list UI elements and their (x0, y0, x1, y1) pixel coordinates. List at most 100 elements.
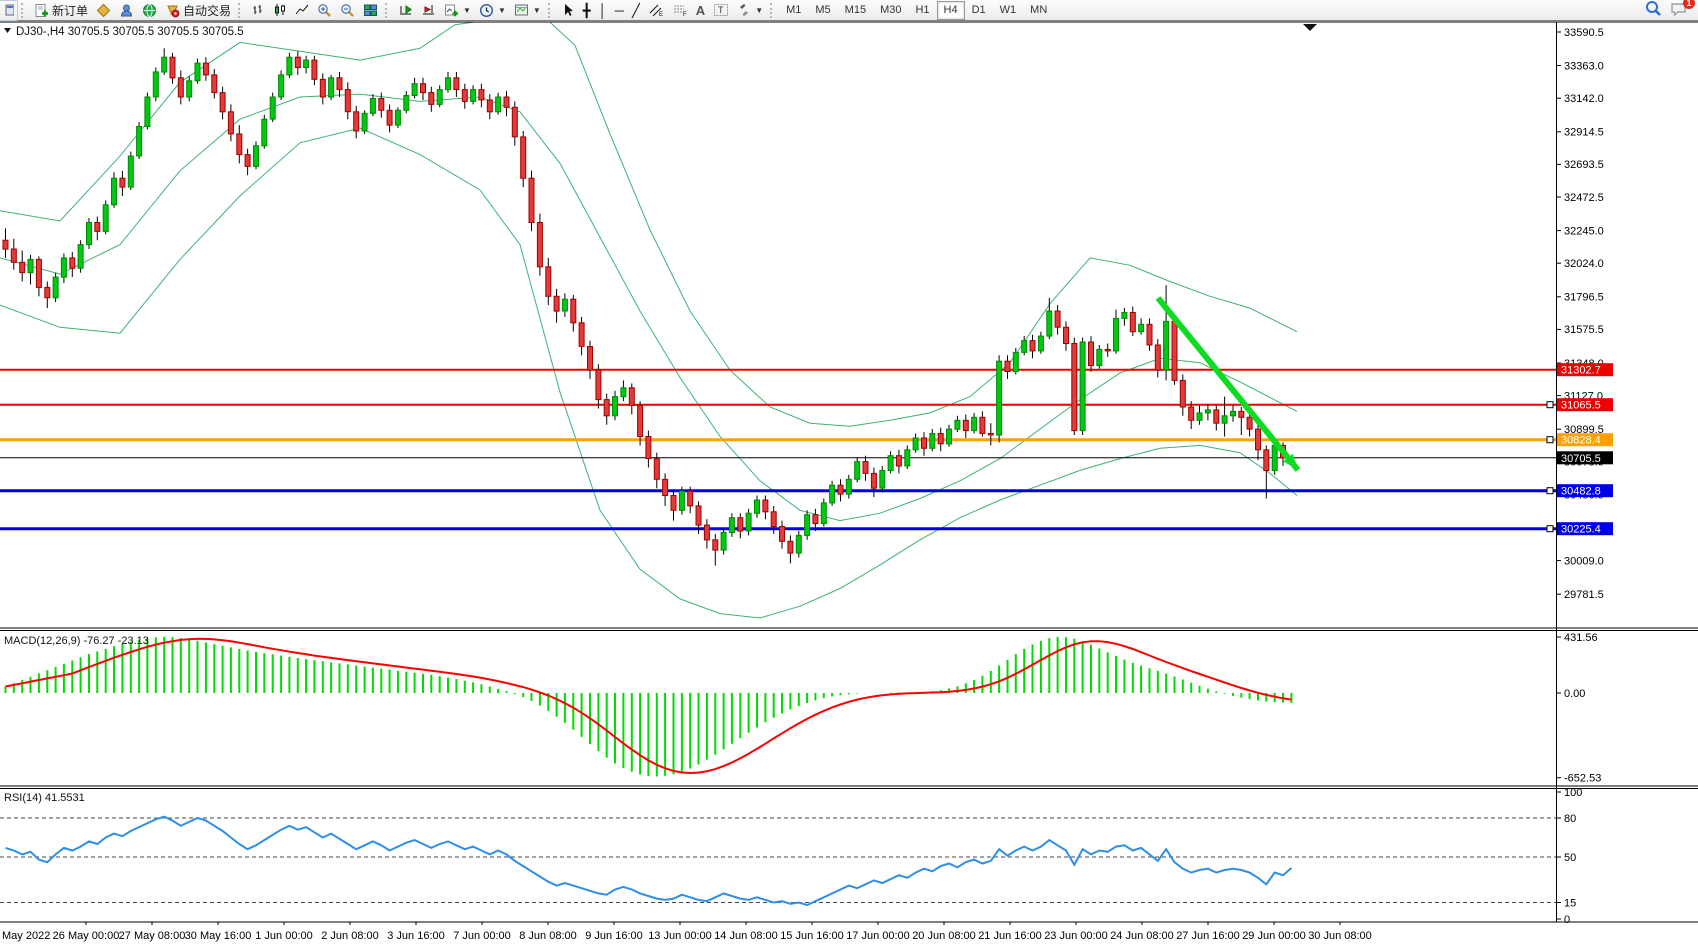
line-chart-mode-button[interactable] (291, 0, 313, 21)
chart-shift-button[interactable] (417, 0, 440, 21)
candle-bullish (361, 112, 368, 132)
candle-bearish (1104, 348, 1111, 352)
line-chart-icon (295, 4, 309, 15)
market-watch-button[interactable] (138, 0, 161, 21)
arrows-tool-button[interactable]: ▼ (733, 0, 767, 21)
crosshair-tool-button[interactable]: ╋ (579, 0, 595, 21)
candle-bearish (294, 56, 301, 69)
candle-bearish (1171, 320, 1178, 381)
level-price-box-label: 31302.7 (1561, 365, 1601, 377)
auto-trading-label: 自动交易 (183, 3, 232, 18)
fibonacci-icon: F (673, 5, 687, 17)
candle-bearish (211, 74, 218, 94)
rsi-indicator-label: RSI(14) 41.5531 (4, 792, 85, 804)
date-label: 30 May 16:00 (185, 930, 252, 942)
timeframe-w1[interactable]: W1 (999, 4, 1017, 16)
price-tick-label: 32245.0 (1564, 225, 1604, 237)
timeframe-h4[interactable]: H4 (936, 0, 965, 20)
add-indicator-button[interactable]: ▼ (440, 0, 475, 21)
candle-bullish (1121, 312, 1128, 319)
level-price-box (1557, 451, 1613, 465)
price-level-lines[interactable] (0, 368, 1556, 531)
periods-button[interactable]: ▼ (475, 0, 510, 21)
tile-windows-button[interactable] (359, 0, 382, 21)
trendline-tool-button[interactable]: ╱ (628, 0, 644, 21)
bar-chart-mode-button[interactable] (247, 0, 269, 21)
rsi-line (5, 815, 1293, 907)
price-tick-label: 32693.5 (1564, 159, 1604, 171)
chart-shift-marker-icon[interactable] (1303, 24, 1317, 31)
zoom-out-button[interactable] (336, 0, 359, 21)
candle-bearish (461, 89, 468, 102)
candle-bearish (1154, 344, 1161, 371)
date-label: 23 Jun 00:00 (1044, 930, 1108, 942)
candle-bullish (795, 534, 802, 554)
candle-bullish (728, 517, 735, 534)
macd-panel (4, 636, 1293, 777)
level-price-box (1557, 522, 1613, 536)
auto-trading-button[interactable]: 自动交易 (161, 0, 235, 21)
zoom-in-button[interactable] (313, 0, 336, 21)
trend-arrow-line[interactable] (1155, 296, 1301, 472)
candle-bearish (35, 258, 42, 288)
candle-bearish (979, 416, 986, 434)
candle-bearish (219, 92, 226, 113)
time-axis[interactable]: May 2022 26 May 00:00 27 May 08:00 30 May 1… (2, 922, 1372, 942)
indicator-list-button[interactable] (92, 0, 115, 21)
search-button[interactable] (1645, 0, 1662, 20)
candle-bearish (453, 77, 460, 91)
level-handle[interactable] (1546, 525, 1554, 533)
candle-bullish (127, 155, 134, 188)
symbol-dropdown-icon[interactable] (4, 28, 11, 33)
timeframe-m5[interactable]: M5 (815, 4, 831, 16)
level-price-box (1557, 484, 1613, 498)
candle-bearish (553, 295, 560, 312)
timeframe-m15[interactable]: M15 (844, 4, 867, 16)
timeframe-m30[interactable]: M30 (880, 4, 902, 16)
candle-bullish (1163, 320, 1170, 371)
horizontal-line-tool-button[interactable]: ─ (611, 0, 628, 21)
new-order-button[interactable]: 新订单 (30, 0, 92, 21)
candle-bearish (1188, 406, 1195, 421)
candle-bullish (1079, 341, 1086, 432)
timeframe-group: M1 M5 M15 M30 H1 H4 D1 W1 MN (779, 0, 1054, 20)
candle-bearish (420, 83, 426, 94)
fibonacci-tool-button[interactable]: F (668, 0, 692, 21)
bollinger-middle-band (0, 93, 1298, 522)
candle-bearish (1063, 326, 1069, 344)
date-label: 13 Jun 00:00 (648, 930, 712, 942)
text-tool-button[interactable]: A (692, 0, 709, 21)
candle-bullish (27, 258, 34, 274)
trend-arrow[interactable] (1155, 296, 1303, 474)
macd-scale[interactable]: 431.56 0.00 -652.53 (1556, 632, 1601, 785)
level-handle[interactable] (1546, 436, 1554, 444)
channel-tool-button[interactable]: E (644, 0, 668, 21)
price-tick-label: 30899.5 (1564, 424, 1604, 436)
rsi-scale[interactable]: 100 80 50 15 0 (1556, 787, 1582, 926)
candle-bearish (486, 99, 493, 113)
level-handle[interactable] (1546, 487, 1554, 495)
cursor-tool-button[interactable] (557, 0, 579, 21)
terminal-button[interactable] (115, 0, 138, 21)
candle-bullish (411, 83, 418, 96)
candle-bearish (344, 89, 351, 113)
notifications-button[interactable]: 1 (1670, 0, 1695, 20)
level-handle[interactable] (1546, 401, 1554, 409)
templates-button[interactable]: ▼ (510, 0, 545, 21)
timeframe-m1[interactable]: M1 (786, 4, 802, 16)
timeframe-d1[interactable]: D1 (971, 4, 986, 16)
candlestick-mode-button[interactable] (269, 0, 291, 21)
auto-scroll-button[interactable] (394, 0, 417, 21)
date-label: 7 Jun 00:00 (453, 930, 511, 942)
candle-bullish (152, 71, 159, 98)
candle-bullish (954, 419, 961, 430)
toolbar-grip (238, 2, 244, 18)
timeframe-h1[interactable]: H1 (915, 4, 930, 16)
text-label-tool-button[interactable]: T (709, 0, 733, 21)
candle-bullish (77, 244, 84, 269)
price-scale[interactable]: 33590.5 33363.0 33142.0 32914.5 32693.5 32472… (1546, 27, 1613, 601)
vertical-line-tool-button[interactable]: │ (595, 0, 611, 21)
chart-window-icon[interactable] (0, 0, 18, 21)
timeframe-mn[interactable]: MN (1030, 4, 1048, 16)
